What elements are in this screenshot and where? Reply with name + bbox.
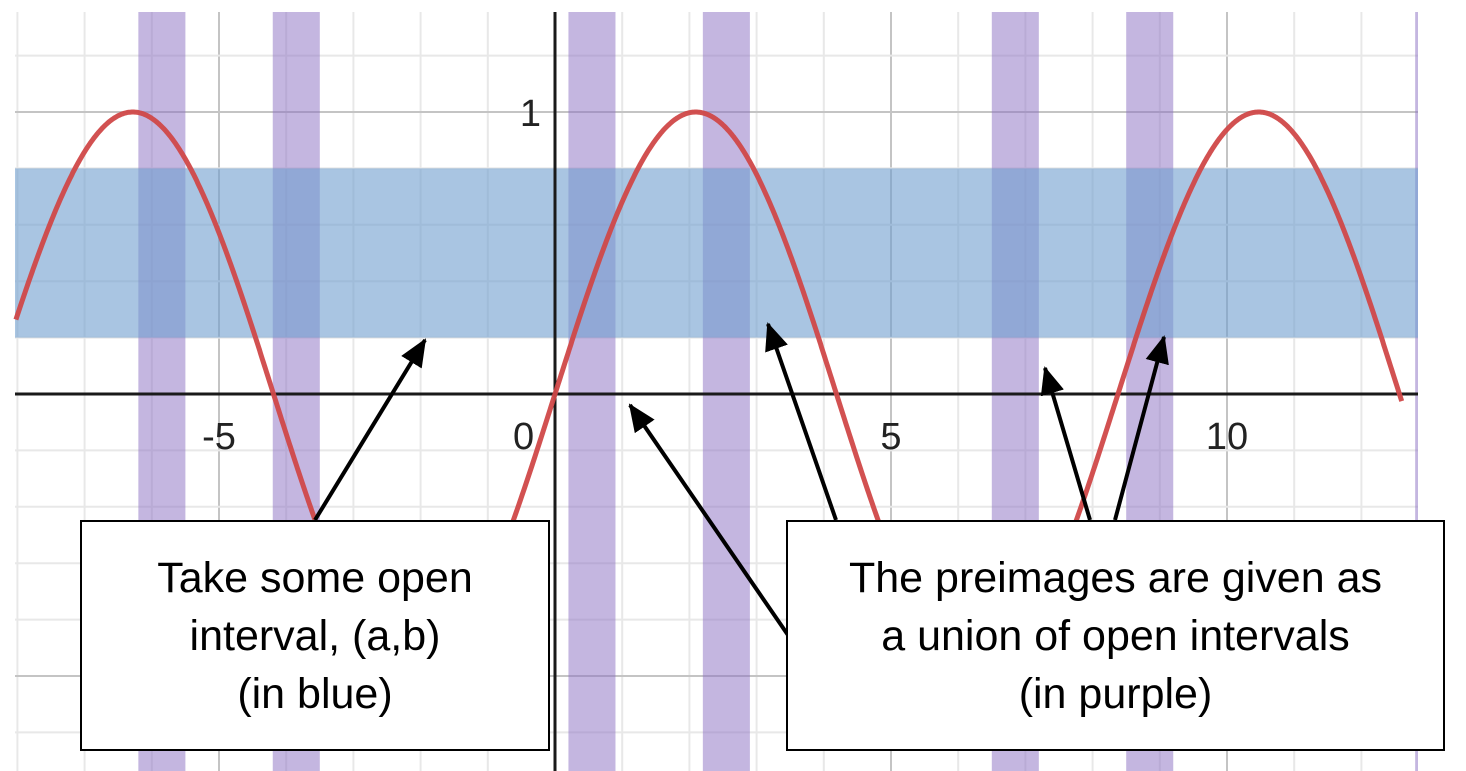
callout-right-line-3: (in purple): [1018, 669, 1213, 718]
callout-open-interval: Take some open interval, (a,b) (in blue): [80, 520, 550, 751]
callout-preimages: The preimages are given as a union of op…: [786, 520, 1445, 751]
tick-labels: -5 0 5 10 1: [202, 93, 1248, 458]
y-tick-label: 1: [520, 93, 541, 135]
purple-preimage-band: [1415, 12, 1418, 771]
x-tick-label: 5: [880, 416, 901, 458]
x-tick-label: 0: [513, 416, 534, 458]
callout-left-line-2: interval, (a,b): [189, 611, 441, 660]
sine-curve: [13, 109, 1405, 679]
x-tick-label: 10: [1206, 416, 1248, 458]
callout-right-line-2: a union of open intervals: [881, 611, 1350, 660]
annotation-arrow: [1040, 366, 1092, 521]
annotation-arrow: [313, 338, 427, 522]
annotation-arrow: [1113, 335, 1169, 521]
annotation-arrow: [765, 322, 838, 521]
callout-left-line-3: (in blue): [237, 669, 393, 718]
curve: [13, 109, 1405, 679]
annotation-arrow: [628, 403, 792, 640]
purple-preimage-band: [568, 12, 616, 771]
annotation-arrows: [313, 322, 1169, 640]
x-tick-label: -5: [202, 416, 236, 458]
callout-right-line-1: The preimages are given as: [848, 553, 1382, 602]
callout-left-line-1: Take some open: [157, 553, 473, 602]
purple-preimage-band: [702, 12, 750, 771]
